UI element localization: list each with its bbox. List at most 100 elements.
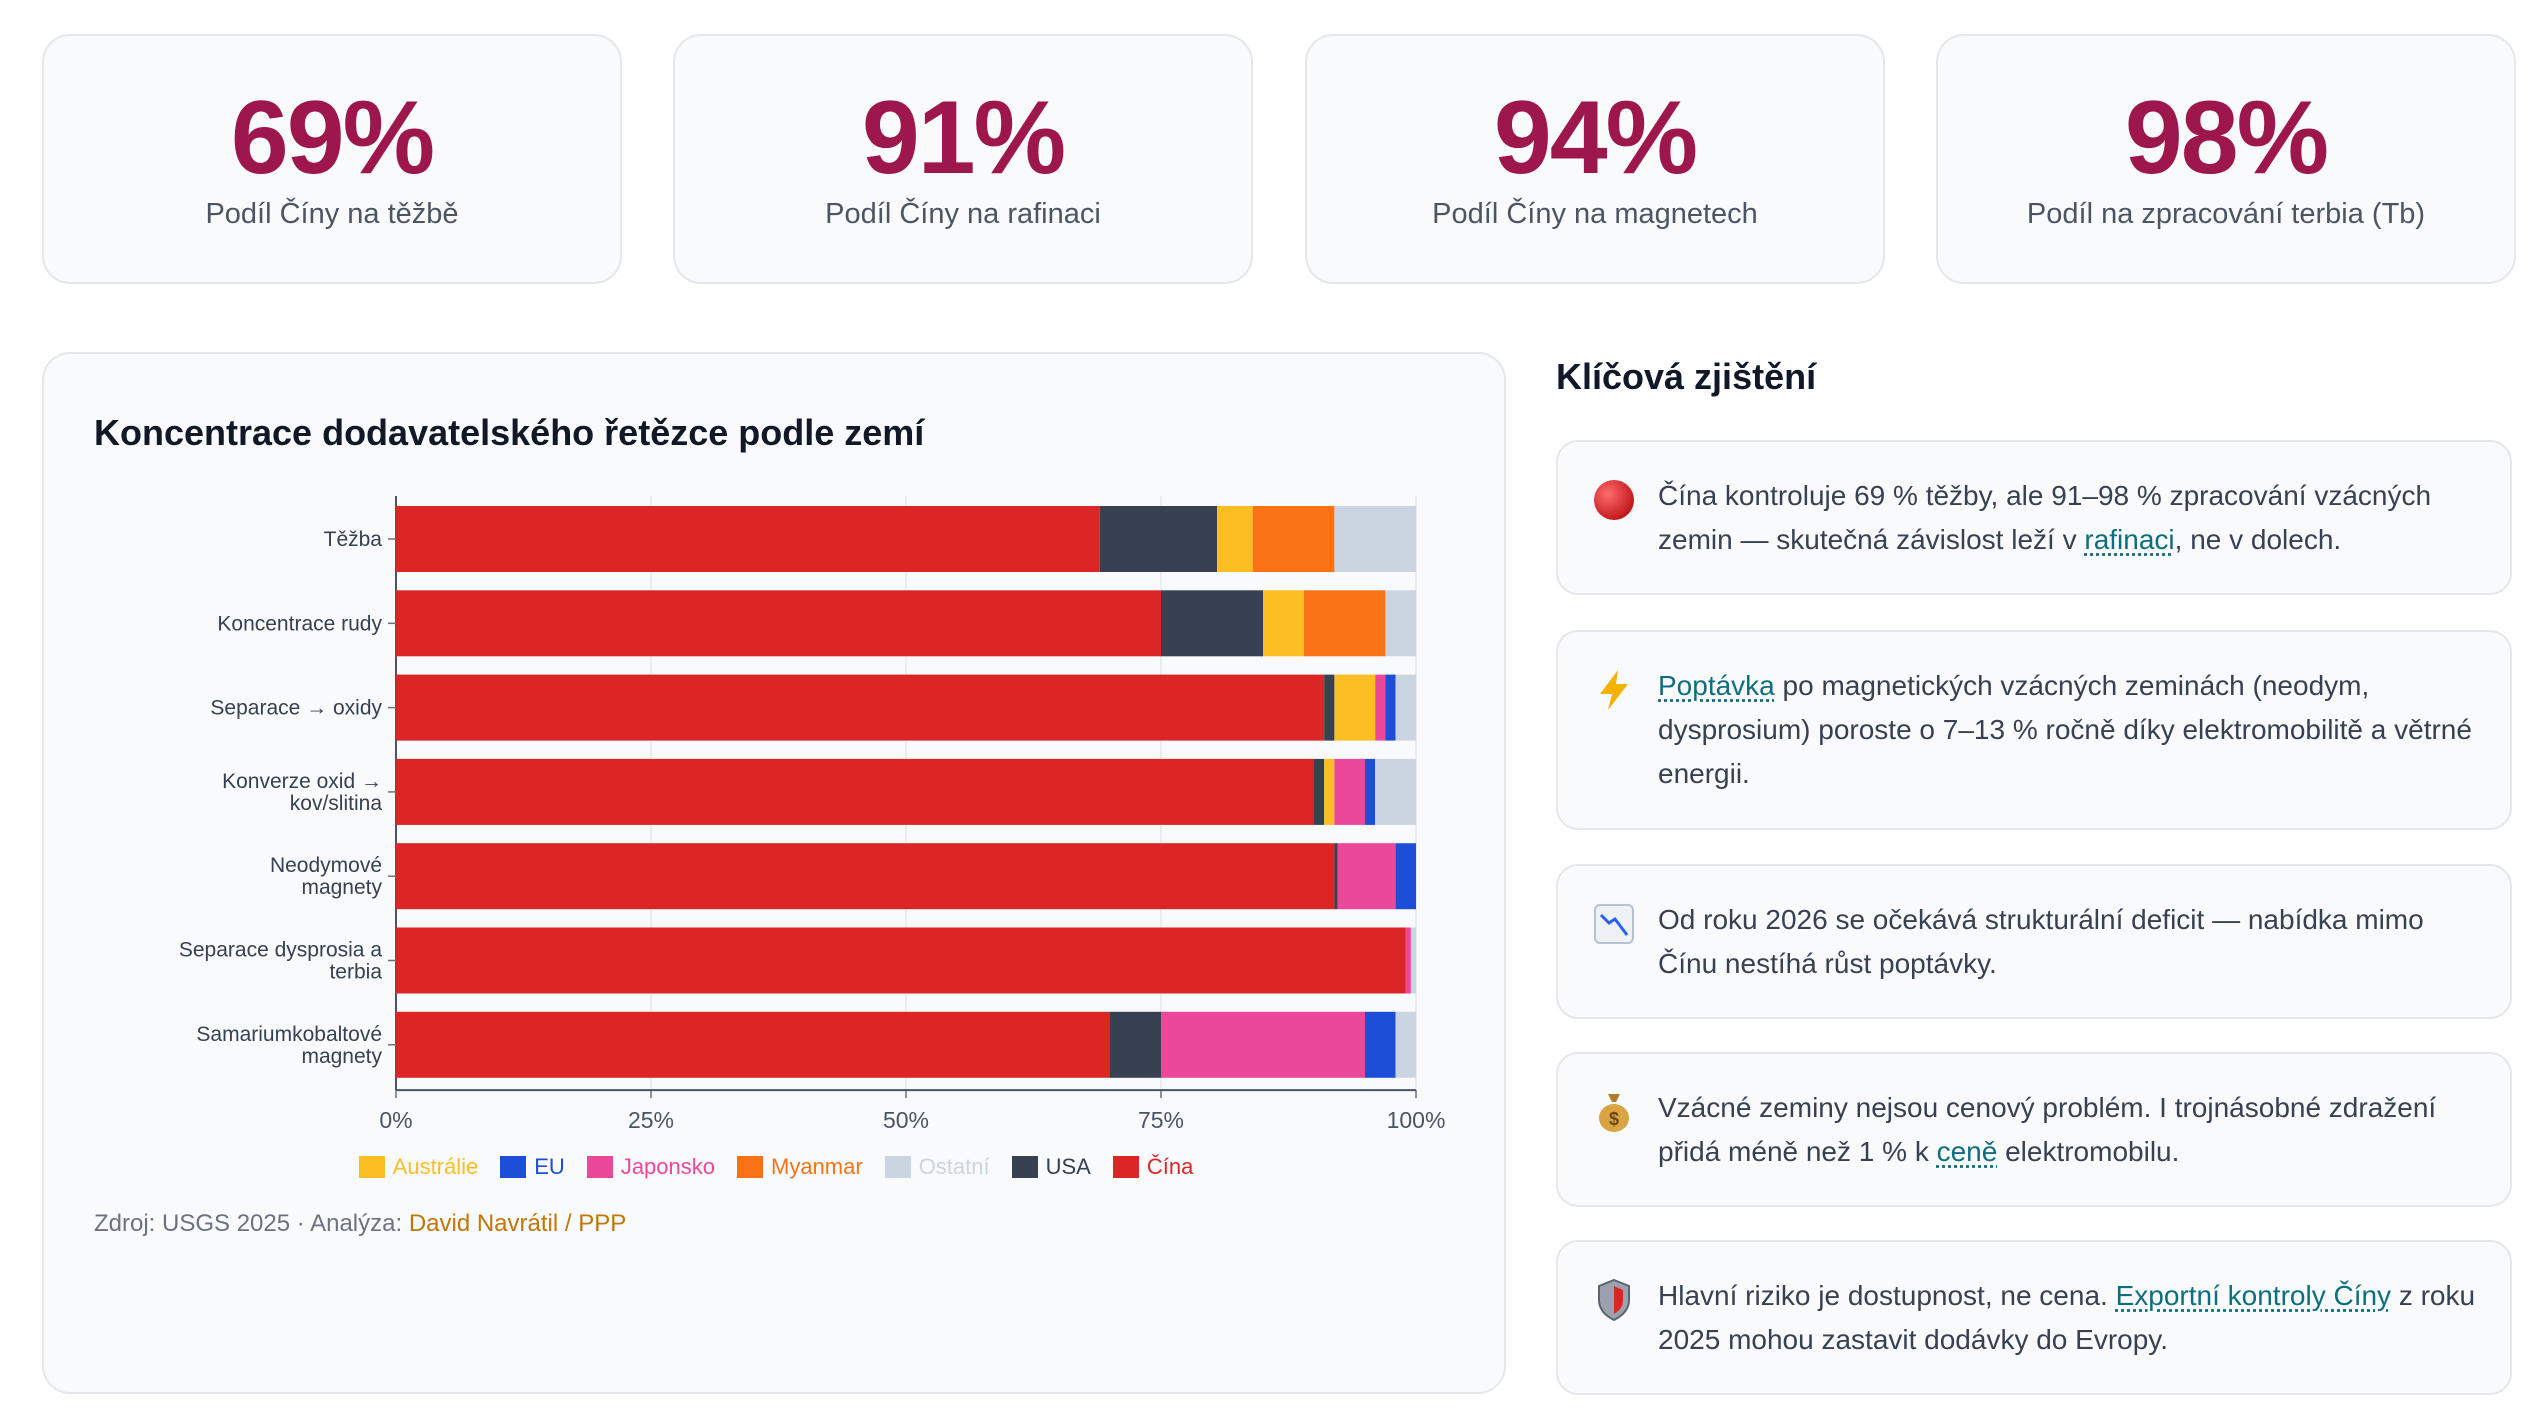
bar-segment-Čína: [396, 506, 1100, 572]
finding-link[interactable]: Exportní kontroly Číny: [2115, 1280, 2392, 1311]
kpi-card-refining: 91% Podíl Číny na rafinaci: [673, 34, 1253, 284]
bar-segment-Čína: [396, 1011, 1110, 1078]
bar-segment-Čína: [396, 927, 1406, 994]
finding-link[interactable]: ceně: [1936, 1136, 1998, 1167]
legend-label: Austrálie: [392, 1154, 479, 1179]
bar-segment-Ostatní: [1334, 506, 1416, 572]
kpi-label: Podíl Číny na magnetech: [1432, 198, 1758, 230]
finding-text-part: Vzácné zeminy nejsou cenový problém. I t…: [1658, 1092, 2437, 1167]
bar-segment-Austrálie: [1334, 674, 1376, 741]
bar-segment-Myanmar: [1303, 590, 1386, 657]
y-tick-label: Konverze oxid → kov/slitina: [222, 770, 382, 815]
bar-segment-Ostatní: [1385, 590, 1416, 657]
bar-segment-Austrálie: [1324, 758, 1335, 825]
legend-swatch: [884, 1156, 911, 1178]
x-tick-label: 100%: [1387, 1107, 1446, 1133]
legend-item[interactable]: USA: [1011, 1154, 1091, 1180]
bar-segment-EU: [1395, 843, 1416, 910]
source-line: Zdroj: USGS 2025 · Analýza: David Navrát…: [94, 1210, 626, 1238]
bar-segment-Čína: [396, 843, 1335, 910]
finding-link[interactable]: rafinaci: [2084, 524, 2175, 555]
bar-segment-Myanmar: [1252, 506, 1335, 572]
legend-item[interactable]: Ostatní: [884, 1154, 990, 1180]
kpi-value: 91%: [861, 80, 1066, 196]
finding-text: Poptávka po magnetických vzácných zeminá…: [1658, 664, 2478, 796]
chart-decreasing-icon: [1590, 900, 1638, 948]
finding-text-part: Hlavní riziko je dostupnost, ne cena.: [1658, 1280, 2116, 1311]
bar-segment-EU: [1385, 674, 1396, 741]
source-author: David Navrátil / PPP: [408, 1210, 627, 1237]
stacked-bar-chart: 0% 25% 50% 75% 100% Těžba Koncentrace rudy Sepa…: [179, 496, 1446, 1133]
y-tick-label: Koncentrace rudy: [217, 612, 382, 635]
kpi-value: 98%: [2124, 80, 2329, 196]
chart-legend: Austrálie EU Japonsko Myanmar Ostatní USA Čína: [44, 1154, 1508, 1180]
bar-segment-Japonsko: [1405, 927, 1411, 994]
finding-card: Od roku 2026 se očekává strukturální def…: [1556, 864, 2512, 1019]
legend-label: Čína: [1146, 1154, 1194, 1179]
finding-link[interactable]: Poptávka: [1658, 670, 1775, 701]
legend-label: Japonsko: [620, 1154, 715, 1179]
legend-label: Myanmar: [771, 1154, 863, 1179]
bar-segment-EU: [1365, 1011, 1396, 1078]
finding-text-part: Čína kontroluje 69 % těžby, ale 91–98 % …: [1658, 480, 2432, 555]
bar-segment-Japonsko: [1334, 758, 1365, 825]
legend-label: USA: [1045, 1154, 1091, 1179]
finding-text-part: z roku 2025 mohou zastavit dodávky do Ev…: [1658, 1280, 2476, 1355]
kpi-value: 94%: [1493, 80, 1698, 196]
kpi-value: 69%: [230, 80, 435, 196]
legend-label: Ostatní: [918, 1154, 990, 1179]
legend-item[interactable]: Austrálie: [358, 1154, 479, 1180]
kpi-label: Podíl Číny na rafinaci: [825, 198, 1101, 230]
bar-segment-EU: [1365, 758, 1376, 825]
legend-item[interactable]: Čína: [1112, 1154, 1194, 1180]
legend-swatch: [500, 1156, 527, 1178]
kpi-card-mining: 69% Podíl Číny na těžbě: [42, 34, 622, 284]
x-tick-label: 25%: [628, 1107, 674, 1133]
finding-card: Poptávka po magnetických vzácných zeminá…: [1556, 630, 2512, 830]
finding-card: Čína kontroluje 69 % těžby, ale 91–98 % …: [1556, 440, 2512, 595]
kpi-card-magnets: 94% Podíl Číny na magnetech: [1305, 34, 1885, 284]
bar-segment-Čína: [396, 590, 1161, 657]
y-tick-label: Těžba: [324, 528, 383, 551]
legend-label: EU: [534, 1154, 565, 1179]
x-tick-label: 50%: [883, 1107, 929, 1133]
bar-segment-Čína: [396, 758, 1314, 825]
finding-card: Hlavní riziko je dostupnost, ne cena. Ex…: [1556, 1240, 2512, 1395]
legend-swatch: [586, 1156, 613, 1178]
bar-segment-USA: [1099, 506, 1218, 572]
legend-item[interactable]: EU: [500, 1154, 565, 1180]
chart-title: Koncentrace dodavatelského řetězce podle…: [94, 412, 925, 453]
bar-segment-Ostatní: [1395, 674, 1416, 741]
finding-text: Od roku 2026 se očekává strukturální def…: [1658, 898, 2478, 986]
y-tick-label: Neodymové magnety: [270, 854, 383, 899]
bar-segment-USA: [1334, 843, 1338, 910]
bar-segment-Ostatní: [1395, 1011, 1416, 1078]
legend-item[interactable]: Myanmar: [737, 1154, 863, 1180]
finding-text-part: , ne v dolech.: [2174, 524, 2342, 555]
legend-swatch: [1112, 1156, 1139, 1178]
finding-text: Vzácné zeminy nejsou cenový problém. I t…: [1658, 1086, 2478, 1174]
bar-segment-Japonsko: [1337, 843, 1396, 910]
kpi-label: Podíl Číny na těžbě: [205, 198, 459, 230]
bar-segment-USA: [1314, 758, 1325, 825]
finding-text: Hlavní riziko je dostupnost, ne cena. Ex…: [1658, 1274, 2478, 1362]
chart-card: Koncentrace dodavatelského řetězce podle…: [42, 352, 1506, 1394]
x-tick-label: 0%: [379, 1107, 412, 1133]
bar-segment-Japonsko: [1375, 674, 1386, 741]
bar-segment-USA: [1161, 590, 1263, 657]
bar-segment-Ostatní: [1410, 927, 1416, 994]
bar-segment-USA: [1324, 674, 1335, 741]
y-tick-label: Samariumkobaltové magnety: [196, 1023, 382, 1068]
legend-item[interactable]: Japonsko: [586, 1154, 715, 1180]
source-prefix: Zdroj: USGS 2025 · Analýza:: [94, 1210, 409, 1237]
svg-text:$: $: [1609, 1109, 1619, 1129]
kpi-label: Podíl na zpracování terbia (Tb): [2026, 198, 2426, 230]
legend-swatch: [1011, 1156, 1038, 1178]
bar-segment-Japonsko: [1161, 1011, 1365, 1078]
finding-text: Čína kontroluje 69 % těžby, ale 91–98 % …: [1658, 474, 2478, 562]
lightning-icon: [1590, 666, 1638, 714]
finding-card: $ Vzácné zeminy nejsou cenový problém. I…: [1556, 1052, 2512, 1207]
shield-icon: [1590, 1276, 1638, 1324]
legend-swatch: [737, 1156, 763, 1178]
red-circle-icon: [1590, 476, 1638, 524]
